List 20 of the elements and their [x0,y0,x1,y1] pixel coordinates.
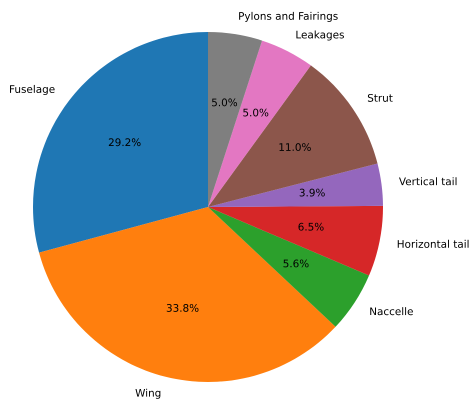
data-label: 5.0% [243,108,268,116]
slice-label: Strut [368,94,393,102]
data-label: 29.2% [108,138,141,146]
slice-label: Vertical tail [398,177,456,186]
data-label: 6.5% [298,222,324,231]
pie-slice [208,163,383,207]
slice-label: Wing [135,388,160,399]
slice-label: Naccelle [370,307,413,316]
pie-slice [208,206,383,276]
data-label: 33.8% [166,304,198,312]
slice-label: Pylons and Fairings [239,12,338,22]
data-label: 11.0% [279,143,311,152]
slice-label: Fuselage [10,84,55,96]
pie-slice [208,207,370,327]
data-label: 5.0% [212,98,238,106]
pie-slice [39,207,336,382]
data-label: 3.9% [300,188,325,197]
slice-label: Leakages [296,30,344,41]
data-label: 5.6% [284,260,309,268]
slice-label: Horizontal tail [398,240,469,248]
